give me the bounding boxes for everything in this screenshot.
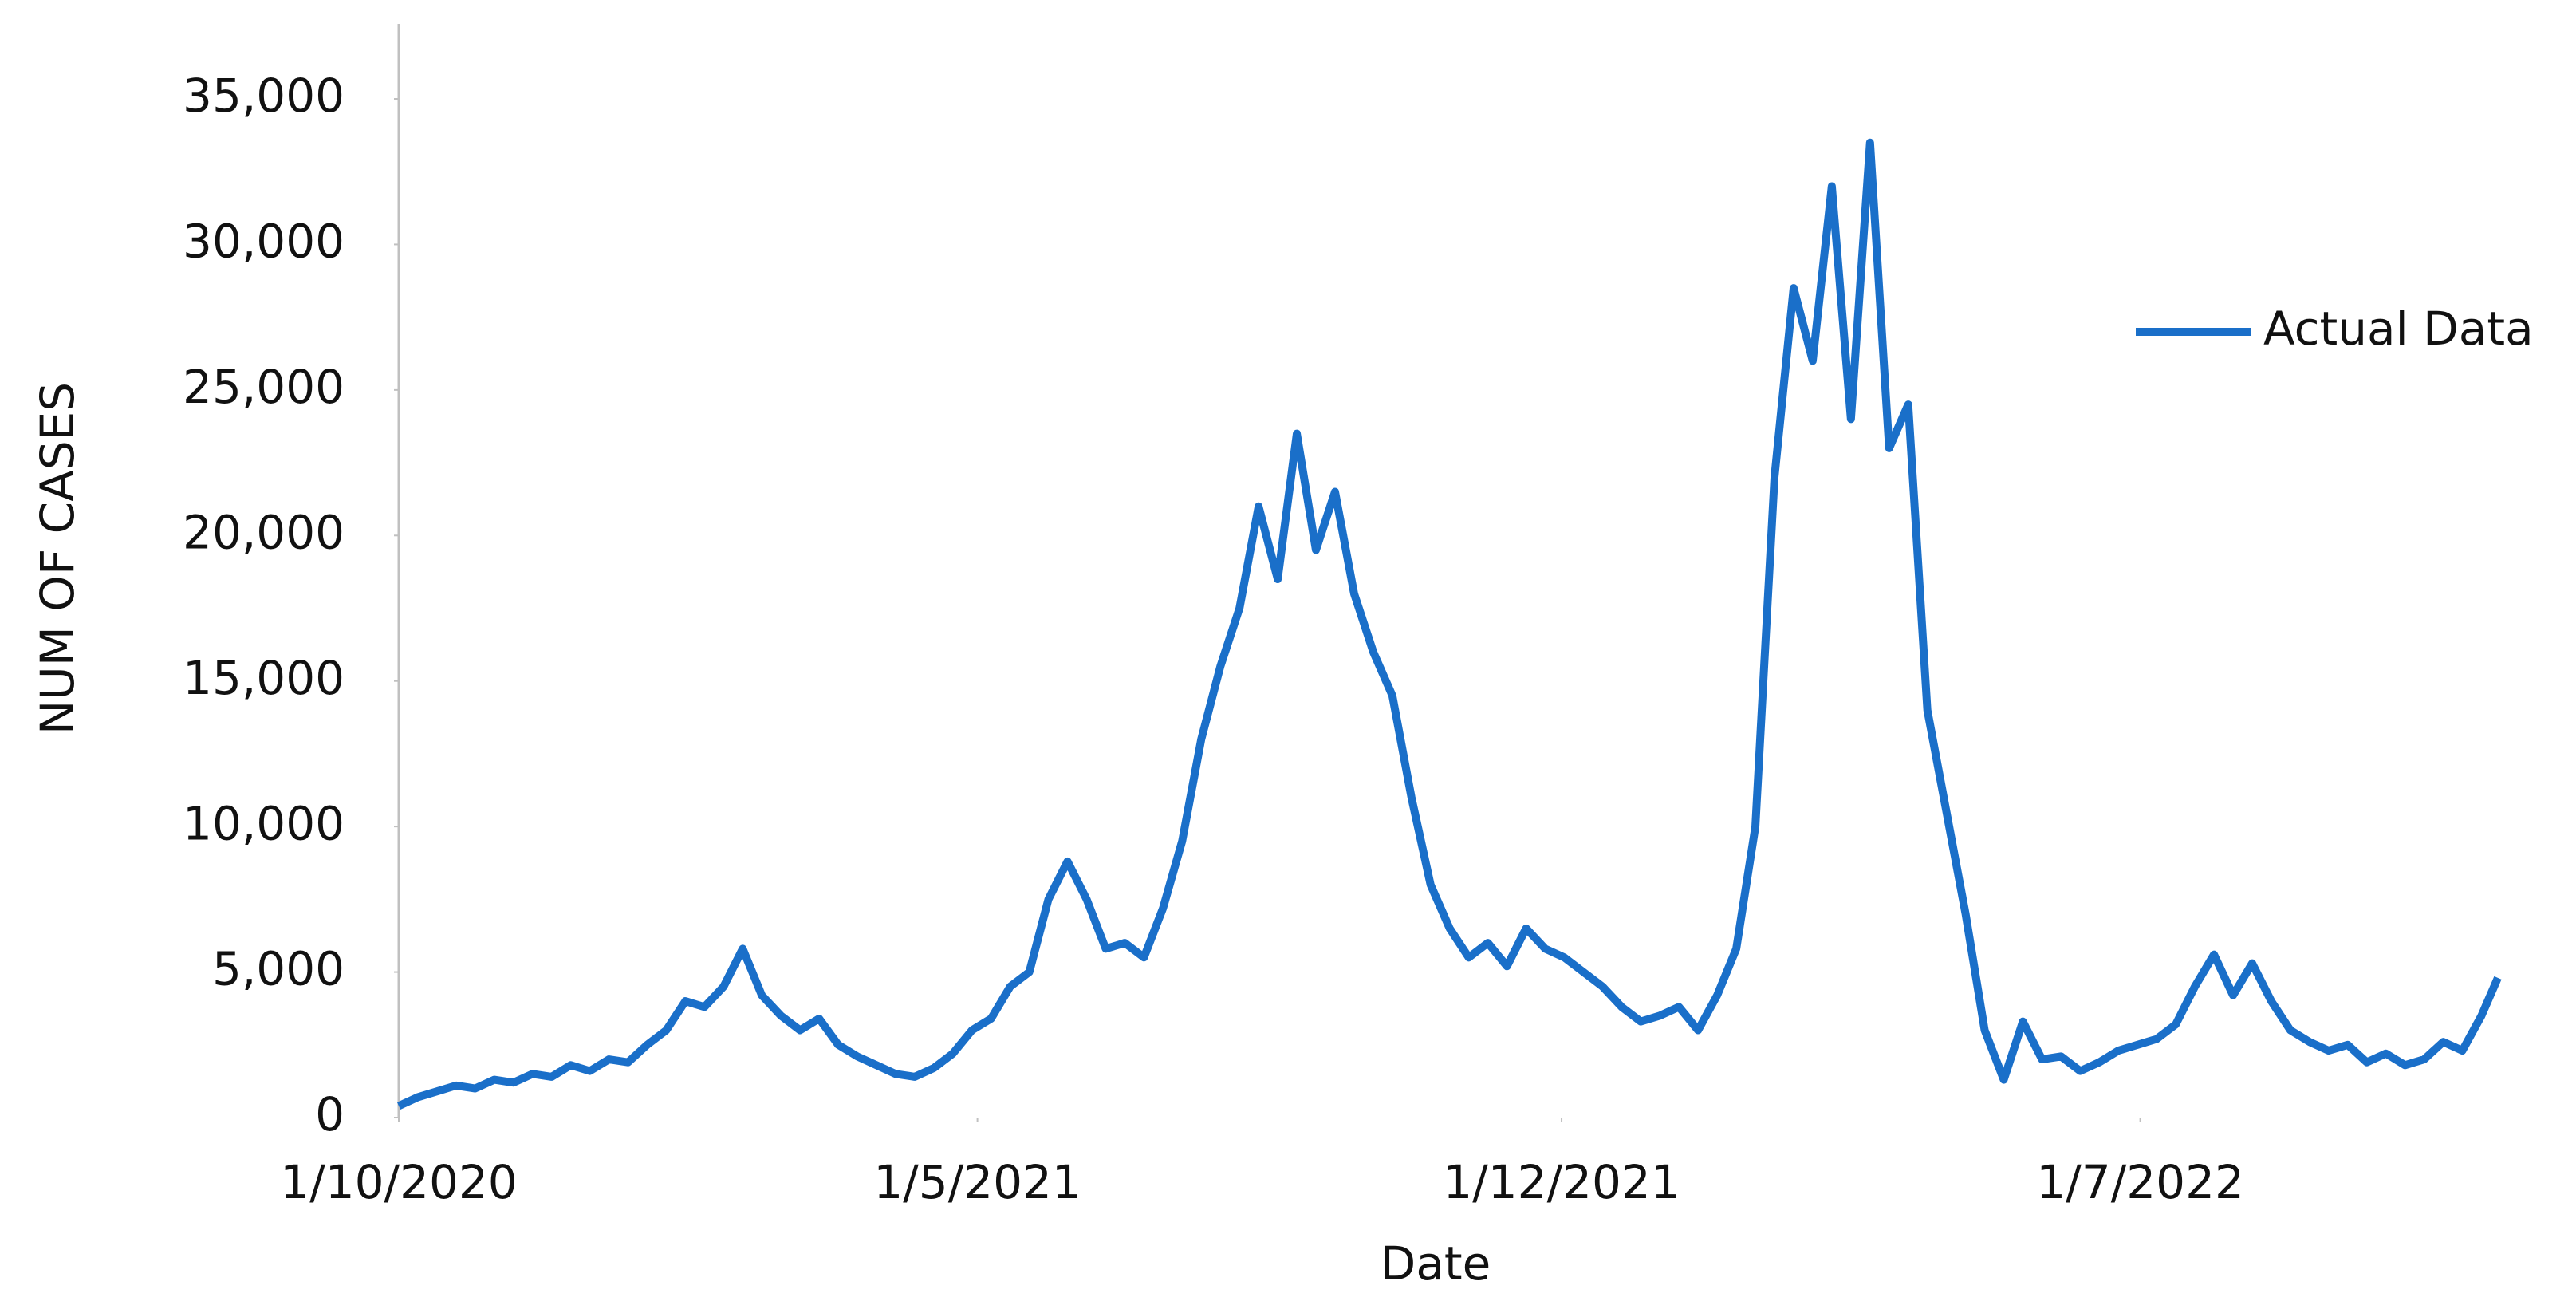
- y-tick-label: 30,000: [183, 215, 345, 269]
- y-tick-label: 10,000: [183, 796, 345, 850]
- legend-label: Actual Data: [2263, 302, 2534, 356]
- x-axis-title: Date: [1381, 1236, 1491, 1291]
- x-tick-label: 1/12/2021: [1443, 1155, 1680, 1209]
- y-tick-label: 0: [315, 1087, 345, 1141]
- data-line: [396, 138, 2502, 1110]
- y-tick-label: 35,000: [183, 69, 345, 123]
- y-tick-label: 20,000: [183, 505, 345, 559]
- y-tick-label: 25,000: [183, 360, 345, 414]
- y-tick-label: 15,000: [183, 651, 345, 705]
- x-tick-label: 1/7/2022: [2036, 1155, 2244, 1209]
- x-tick-label: 1/10/2020: [280, 1155, 517, 1209]
- y-axis-title: NUM OF CASES: [30, 382, 85, 735]
- x-tick-label: 1/5/2021: [873, 1155, 1081, 1209]
- y-tick-label: 5,000: [212, 942, 345, 996]
